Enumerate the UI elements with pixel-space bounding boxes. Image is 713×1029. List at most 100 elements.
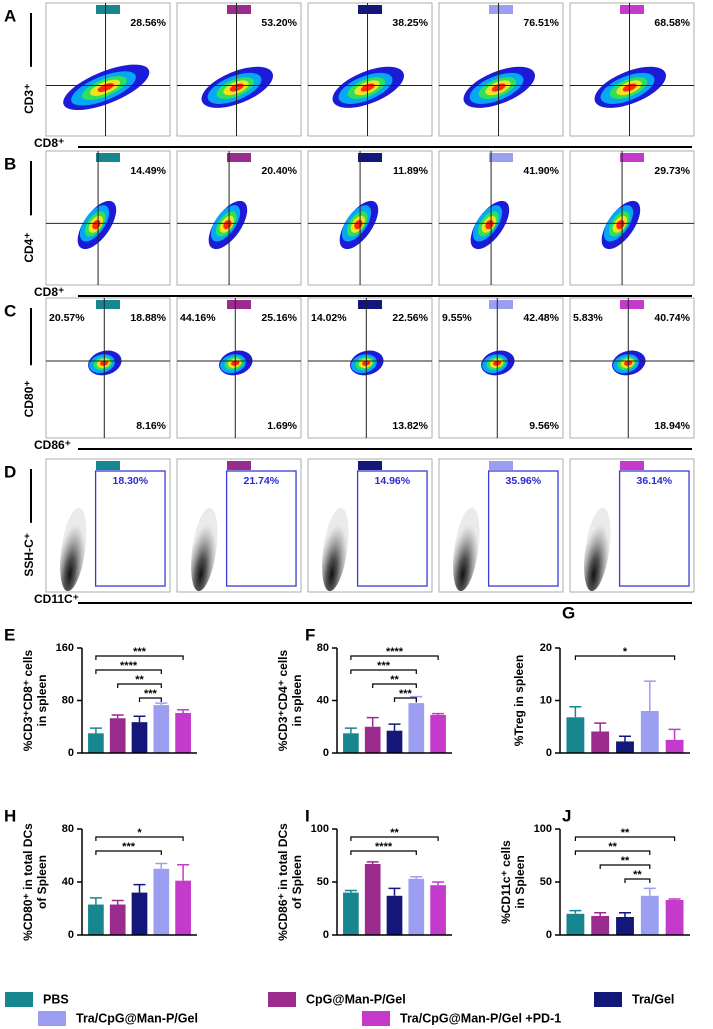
quadrant-percent: 29.73% — [654, 165, 690, 177]
y-axis-label: in spleen — [290, 674, 304, 726]
y-tick-label: 0 — [546, 929, 552, 941]
gate-percent: 14.96% — [375, 475, 411, 487]
y-axis-label: %CD86⁺ in total DCs — [276, 823, 290, 941]
significance-bracket — [599, 864, 651, 869]
error-bar — [344, 889, 357, 893]
bar — [566, 717, 585, 753]
quadrant-percent: 76.51% — [523, 17, 559, 29]
plot-frame — [307, 2, 433, 137]
y-tick-label: 50 — [540, 876, 552, 888]
gate-percent: 35.96% — [506, 475, 542, 487]
quadrant-percent: 14.02% — [311, 312, 347, 324]
quadrant-percent: 1.69% — [267, 420, 297, 432]
legend-label: Tra/CpG@Man-P/Gel — [76, 1011, 198, 1025]
group-chip — [358, 153, 382, 162]
significance-label: ** — [390, 674, 399, 686]
quadrant-percent: 44.16% — [180, 312, 216, 324]
y-tick-label: 100 — [311, 823, 329, 835]
significance-label: ** — [135, 674, 144, 686]
quadrant-percent: 20.57% — [49, 312, 85, 324]
significance-bracket — [350, 655, 439, 660]
error-bar — [177, 864, 190, 881]
significance-label: **** — [386, 646, 404, 658]
group-chip — [227, 461, 251, 470]
bar — [175, 880, 191, 935]
significance-bracket — [624, 878, 651, 883]
bar — [386, 895, 403, 935]
density-cloud — [191, 507, 218, 592]
significance-bracket — [95, 669, 162, 674]
error-bar — [668, 898, 681, 901]
bar — [109, 904, 126, 935]
x-axis-label: CD86⁺ — [34, 438, 71, 452]
significance-bracket — [372, 683, 417, 688]
legend-label: Tra/CpG@Man-P/Gel +PD-1 — [400, 1011, 561, 1025]
significance-label: *** — [144, 688, 158, 700]
significance-label: ** — [633, 869, 642, 881]
bar — [665, 900, 684, 935]
significance-label: ** — [390, 827, 399, 839]
gate — [487, 470, 559, 587]
y-axis-label: %CD3⁺CD8⁺ cells — [21, 649, 35, 751]
error-bar — [668, 728, 681, 740]
error-bar — [366, 716, 379, 727]
y-axis-label: CD4⁺ — [22, 232, 36, 262]
significance-bracket — [95, 836, 184, 841]
error-bar — [111, 714, 124, 719]
quadrant-percent: 9.55% — [442, 312, 472, 324]
significance-label: **** — [375, 841, 393, 853]
x-axis-label: CD8⁺ — [34, 285, 64, 299]
plot-frame — [176, 2, 302, 137]
y-tick-label: 0 — [323, 929, 329, 941]
panel-letter: B — [4, 154, 16, 173]
bar — [665, 739, 684, 753]
error-bar — [594, 911, 607, 916]
bar — [131, 722, 148, 753]
error-bar — [89, 897, 102, 905]
error-bar — [569, 706, 582, 718]
error-bar — [432, 881, 445, 886]
group-chip — [620, 461, 644, 470]
density-cloud — [322, 507, 349, 592]
panel-letter: G — [562, 603, 575, 622]
panel-letter: E — [4, 625, 15, 644]
quadrant-percent: 41.90% — [523, 165, 559, 177]
significance-label: *** — [133, 646, 147, 658]
error-bar — [388, 887, 401, 896]
gate — [94, 470, 166, 587]
group-chip — [358, 300, 382, 309]
bar — [386, 730, 403, 753]
group-chip — [620, 300, 644, 309]
y-tick-label: 0 — [68, 747, 74, 759]
error-bar — [643, 887, 656, 896]
x-axis-label: CD8⁺ — [34, 136, 64, 150]
quadrant-percent: 18.94% — [654, 420, 690, 432]
bar — [430, 885, 446, 935]
y-tick-label: 10 — [540, 694, 552, 706]
significance-bracket — [574, 655, 676, 660]
significance-label: **** — [120, 660, 138, 672]
legend-label: Tra/Gel — [632, 992, 674, 1006]
quadrant-percent: 5.83% — [573, 312, 603, 324]
bar — [343, 733, 359, 753]
panel-letter: H — [4, 806, 16, 825]
bar — [364, 863, 381, 935]
bar — [343, 892, 359, 935]
bar — [616, 916, 634, 935]
legend-label: CpG@Man-P/Gel — [306, 992, 406, 1006]
y-tick-label: 100 — [534, 823, 552, 835]
y-tick-label: 0 — [68, 929, 74, 941]
y-axis-label: CD80⁺ — [22, 380, 36, 417]
panel-letter: J — [562, 806, 571, 825]
quadrant-percent: 40.74% — [654, 312, 690, 324]
group-chip — [96, 5, 120, 14]
y-axis-label: CD3⁺ — [22, 84, 36, 114]
gate — [618, 470, 690, 587]
y-axis-label: of Spleen — [35, 855, 49, 909]
bar — [153, 705, 170, 753]
panel-letter: A — [4, 6, 16, 25]
y-tick-label: 50 — [317, 876, 329, 888]
error-bar — [344, 727, 357, 734]
quadrant-percent: 18.88% — [130, 312, 166, 324]
